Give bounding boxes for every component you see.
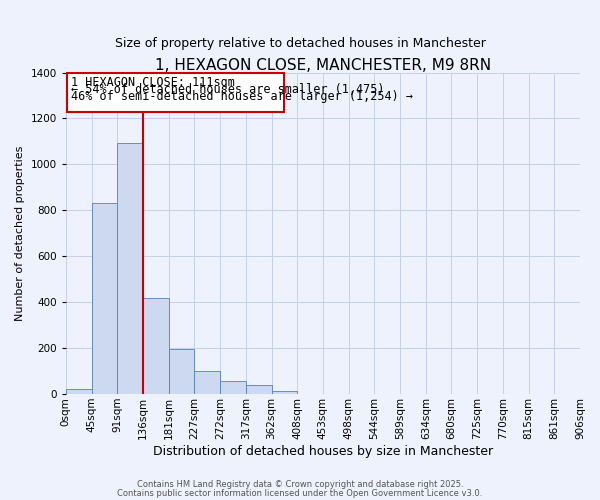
Text: 46% of semi-detached houses are larger (1,254) →: 46% of semi-detached houses are larger (… bbox=[71, 90, 413, 102]
Bar bbox=[271, 390, 297, 394]
Bar bbox=[117, 142, 143, 394]
Text: Contains HM Land Registry data © Crown copyright and database right 2025.: Contains HM Land Registry data © Crown c… bbox=[137, 480, 463, 489]
Bar bbox=[194, 371, 220, 394]
Text: Size of property relative to detached houses in Manchester: Size of property relative to detached ho… bbox=[115, 38, 485, 51]
Bar bbox=[92, 204, 117, 394]
Bar bbox=[169, 350, 194, 394]
Bar bbox=[246, 386, 271, 394]
Title: 1, HEXAGON CLOSE, MANCHESTER, M9 8RN: 1, HEXAGON CLOSE, MANCHESTER, M9 8RN bbox=[155, 58, 491, 72]
Text: Contains public sector information licensed under the Open Government Licence v3: Contains public sector information licen… bbox=[118, 488, 482, 498]
FancyBboxPatch shape bbox=[67, 72, 284, 112]
Y-axis label: Number of detached properties: Number of detached properties bbox=[15, 146, 25, 321]
Bar bbox=[220, 381, 246, 394]
Text: 1 HEXAGON CLOSE: 111sqm: 1 HEXAGON CLOSE: 111sqm bbox=[71, 76, 235, 89]
Bar bbox=[66, 390, 92, 394]
X-axis label: Distribution of detached houses by size in Manchester: Distribution of detached houses by size … bbox=[153, 444, 493, 458]
Text: ← 54% of detached houses are smaller (1,475): ← 54% of detached houses are smaller (1,… bbox=[71, 83, 385, 96]
Bar bbox=[143, 298, 169, 394]
